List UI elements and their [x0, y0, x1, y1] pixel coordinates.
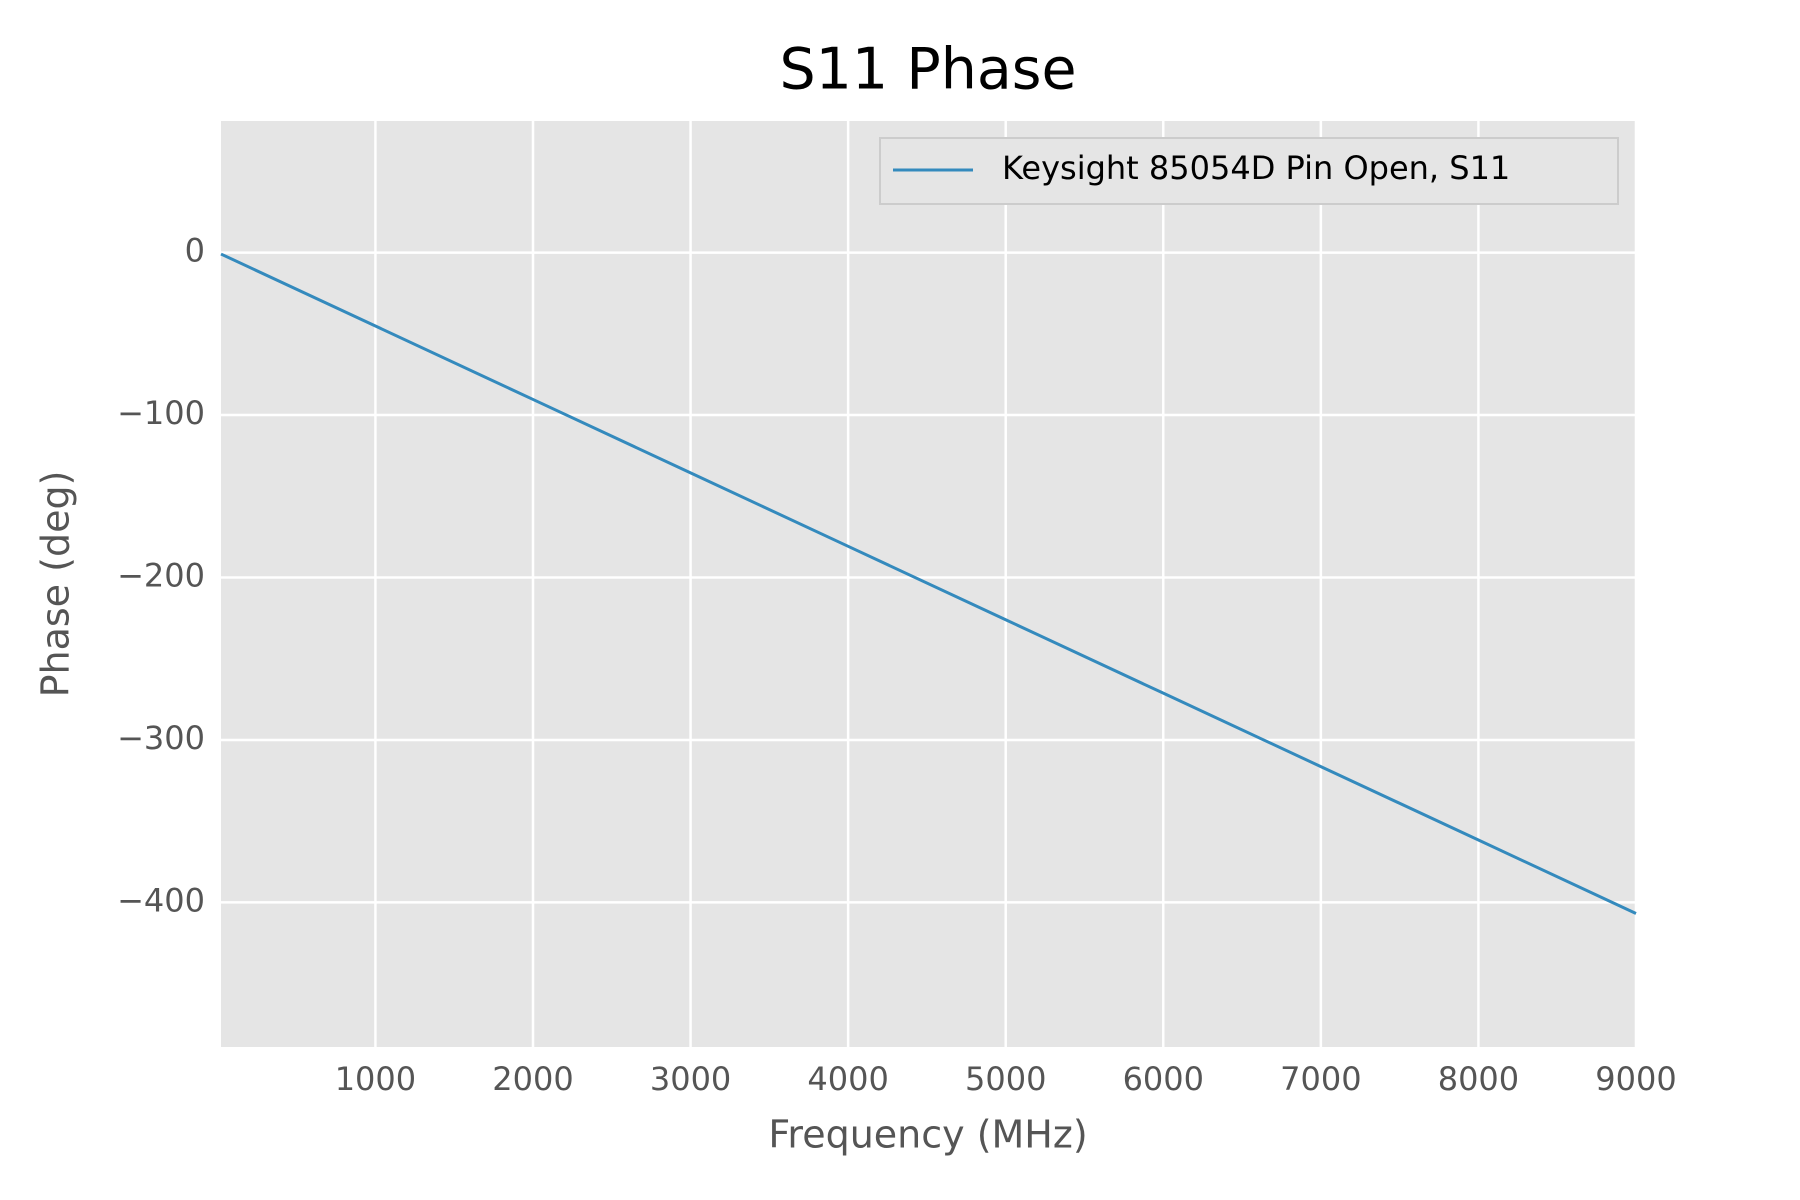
y-tick-label: −100: [117, 394, 205, 432]
y-tick-label: 0: [185, 232, 205, 270]
x-tick-label: 5000: [965, 1060, 1046, 1098]
legend-box: [879, 137, 1619, 205]
y-tick-label: −300: [117, 719, 205, 757]
legend: Keysight 85054D Pin Open, S11: [879, 137, 1619, 205]
x-tick-label: 3000: [650, 1060, 731, 1098]
x-tick-label: 2000: [492, 1060, 573, 1098]
x-tick-label: 8000: [1438, 1060, 1519, 1098]
chart-title: S11 Phase: [779, 37, 1076, 103]
x-tick-label: 1000: [335, 1060, 416, 1098]
x-axis-label: Frequency (MHz): [768, 1113, 1087, 1157]
x-tick-label: 9000: [1595, 1060, 1676, 1098]
y-tick-label: −200: [117, 557, 205, 595]
x-tick-label: 6000: [1123, 1060, 1204, 1098]
y-axis-label: Phase (deg): [34, 471, 78, 698]
x-tick-label: 7000: [1280, 1060, 1361, 1098]
y-tick-label: −400: [117, 881, 205, 919]
series-line: [220, 252, 1637, 915]
legend-label: Keysight 85054D Pin Open, S11: [1002, 149, 1510, 187]
x-tick-label: 4000: [807, 1060, 888, 1098]
